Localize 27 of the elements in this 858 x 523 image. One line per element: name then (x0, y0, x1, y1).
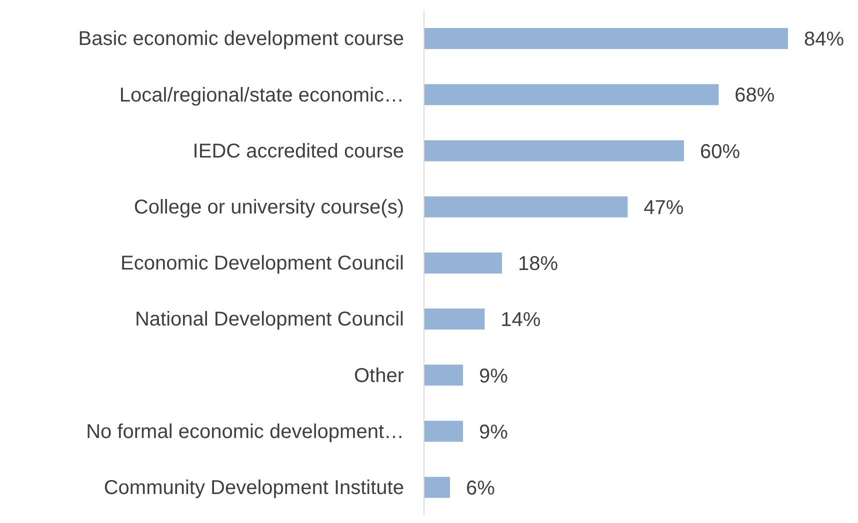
data-label: 6% (466, 477, 496, 500)
data-label: 68% (734, 84, 775, 107)
bar (424, 28, 788, 49)
bar (424, 196, 628, 218)
data-label: 18% (518, 253, 558, 276)
y-tick-label: Economic Development Council (120, 252, 404, 275)
y-tick-label: Other (354, 364, 404, 387)
data-label: 47% (644, 196, 684, 219)
bar (424, 308, 485, 330)
data-label: 60% (700, 140, 740, 163)
data-label: 9% (479, 365, 508, 388)
y-tick-label: IEDC accredited course (192, 140, 404, 162)
bar (424, 252, 502, 274)
bar (424, 476, 450, 498)
y-tick-label: College or university course(s) (134, 196, 404, 218)
bar (424, 140, 684, 162)
data-label: 9% (479, 421, 508, 444)
y-tick-label: Local/regional/state economic… (119, 84, 404, 106)
y-tick-label: Community Development Institute (104, 477, 404, 500)
data-label: 84% (804, 28, 844, 51)
bar (424, 364, 463, 386)
bar (424, 420, 463, 442)
data-label: 14% (500, 309, 541, 332)
y-tick-label: Basic economic development course (78, 28, 404, 50)
y-tick-label: No formal economic development… (86, 420, 404, 443)
bar (424, 84, 719, 106)
y-tick-label: National Development Council (134, 308, 404, 331)
